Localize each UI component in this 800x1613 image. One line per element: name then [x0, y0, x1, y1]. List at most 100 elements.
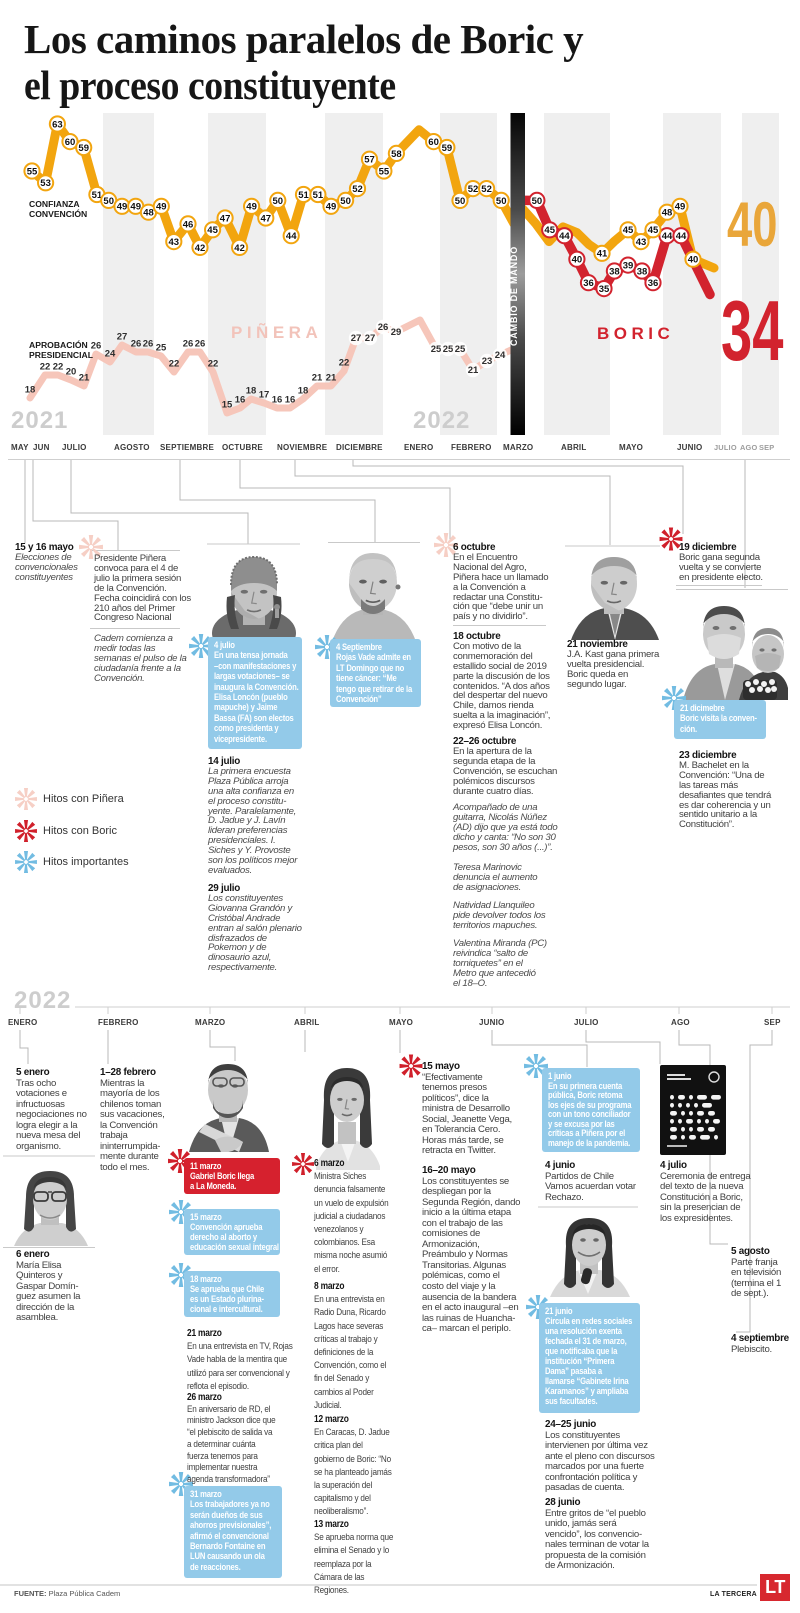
svg-text:AGO: AGO: [740, 443, 757, 452]
svg-text:51: 51: [92, 190, 103, 201]
svg-text:47: 47: [220, 213, 231, 224]
svg-text:50: 50: [340, 196, 351, 207]
svg-text:25: 25: [443, 344, 454, 355]
svg-text:49: 49: [130, 202, 141, 213]
svg-text:CONVENCIÓN: CONVENCIÓN: [29, 208, 87, 219]
svg-text:59: 59: [78, 143, 89, 154]
svg-text:52: 52: [352, 184, 363, 195]
svg-text:21: 21: [468, 365, 479, 376]
svg-text:23: 23: [482, 356, 493, 367]
svg-text:49: 49: [326, 202, 337, 213]
svg-text:49: 49: [156, 202, 167, 213]
svg-text:40: 40: [572, 255, 583, 266]
svg-text:49: 49: [246, 202, 257, 213]
svg-text:53: 53: [40, 178, 51, 189]
svg-text:36: 36: [583, 278, 594, 289]
svg-text:16: 16: [272, 395, 283, 406]
svg-text:59: 59: [442, 143, 453, 154]
svg-text:63: 63: [52, 119, 63, 130]
svg-text:57: 57: [364, 155, 375, 166]
svg-text:NOVIEMBRE: NOVIEMBRE: [277, 443, 328, 452]
svg-text:52: 52: [468, 184, 479, 195]
svg-text:60: 60: [65, 137, 76, 148]
svg-text:35: 35: [599, 284, 610, 295]
svg-text:42: 42: [195, 243, 206, 254]
svg-text:18: 18: [25, 385, 36, 396]
svg-text:JULIO: JULIO: [62, 443, 87, 452]
svg-text:26: 26: [131, 339, 142, 350]
svg-text:26: 26: [91, 341, 102, 352]
svg-text:45: 45: [648, 225, 659, 236]
svg-text:51: 51: [313, 190, 324, 201]
svg-text:24: 24: [105, 349, 116, 360]
svg-text:15: 15: [222, 400, 233, 411]
svg-text:22: 22: [208, 359, 219, 370]
svg-text:47: 47: [261, 213, 272, 224]
svg-text:49: 49: [675, 202, 686, 213]
svg-text:PIÑERA: PIÑERA: [231, 322, 322, 342]
svg-text:CONFIANZA: CONFIANZA: [29, 199, 80, 209]
svg-text:22: 22: [40, 362, 51, 373]
svg-text:51: 51: [298, 190, 309, 201]
svg-text:49: 49: [117, 202, 128, 213]
svg-text:17: 17: [259, 390, 270, 401]
svg-text:25: 25: [156, 343, 167, 354]
svg-text:18: 18: [246, 386, 257, 397]
svg-text:60: 60: [428, 137, 439, 148]
svg-text:45: 45: [623, 225, 634, 236]
svg-text:26: 26: [378, 322, 389, 333]
svg-text:26: 26: [143, 339, 154, 350]
svg-text:18: 18: [298, 386, 309, 397]
svg-text:16: 16: [235, 395, 246, 406]
svg-text:44: 44: [559, 231, 570, 242]
svg-text:JUNIO: JUNIO: [677, 443, 702, 452]
svg-text:21: 21: [326, 373, 337, 384]
svg-text:22: 22: [53, 362, 64, 373]
svg-text:52: 52: [481, 184, 492, 195]
svg-text:MAY: MAY: [11, 443, 29, 452]
svg-text:27: 27: [365, 333, 376, 344]
svg-text:36: 36: [648, 278, 659, 289]
svg-text:44: 44: [662, 231, 673, 242]
svg-text:AGOSTO: AGOSTO: [114, 443, 150, 452]
svg-text:2021: 2021: [11, 407, 68, 434]
svg-text:SEP: SEP: [759, 443, 774, 452]
svg-text:50: 50: [273, 196, 284, 207]
svg-text:26: 26: [183, 339, 194, 350]
svg-text:APROBACIÓN: APROBACIÓN: [29, 339, 88, 350]
svg-text:41: 41: [597, 249, 608, 260]
svg-text:CAMBIO DE MANDO: CAMBIO DE MANDO: [509, 246, 519, 346]
svg-text:39: 39: [623, 261, 634, 272]
svg-text:50: 50: [496, 196, 507, 207]
svg-text:29: 29: [391, 327, 402, 338]
svg-text:SEPTIEMBRE: SEPTIEMBRE: [160, 443, 214, 452]
svg-text:22: 22: [169, 359, 180, 370]
svg-text:JUN: JUN: [33, 443, 50, 452]
svg-text:26: 26: [195, 339, 206, 350]
svg-text:34: 34: [721, 284, 783, 378]
svg-text:44: 44: [286, 231, 297, 242]
svg-text:50: 50: [532, 196, 543, 207]
svg-text:46: 46: [183, 219, 194, 230]
svg-text:42: 42: [234, 243, 245, 254]
svg-text:FEBRERO: FEBRERO: [451, 443, 492, 452]
svg-text:25: 25: [431, 344, 442, 355]
svg-text:MAYO: MAYO: [619, 443, 643, 452]
svg-text:ENERO: ENERO: [404, 443, 433, 452]
svg-text:43: 43: [169, 237, 180, 248]
svg-text:20: 20: [66, 367, 77, 378]
svg-text:JULIO: JULIO: [714, 443, 737, 452]
svg-text:PRESIDENCIAL: PRESIDENCIAL: [29, 350, 93, 360]
svg-text:27: 27: [351, 333, 362, 344]
svg-text:21: 21: [312, 373, 323, 384]
svg-text:22: 22: [339, 358, 350, 369]
svg-text:OCTUBRE: OCTUBRE: [222, 443, 263, 452]
svg-text:25: 25: [455, 344, 466, 355]
svg-text:38: 38: [609, 266, 620, 277]
svg-text:ABRIL: ABRIL: [561, 443, 586, 452]
svg-text:58: 58: [391, 149, 402, 160]
svg-text:MARZO: MARZO: [503, 443, 533, 452]
svg-text:43: 43: [636, 237, 647, 248]
svg-text:55: 55: [379, 166, 390, 177]
svg-text:24: 24: [495, 350, 506, 361]
